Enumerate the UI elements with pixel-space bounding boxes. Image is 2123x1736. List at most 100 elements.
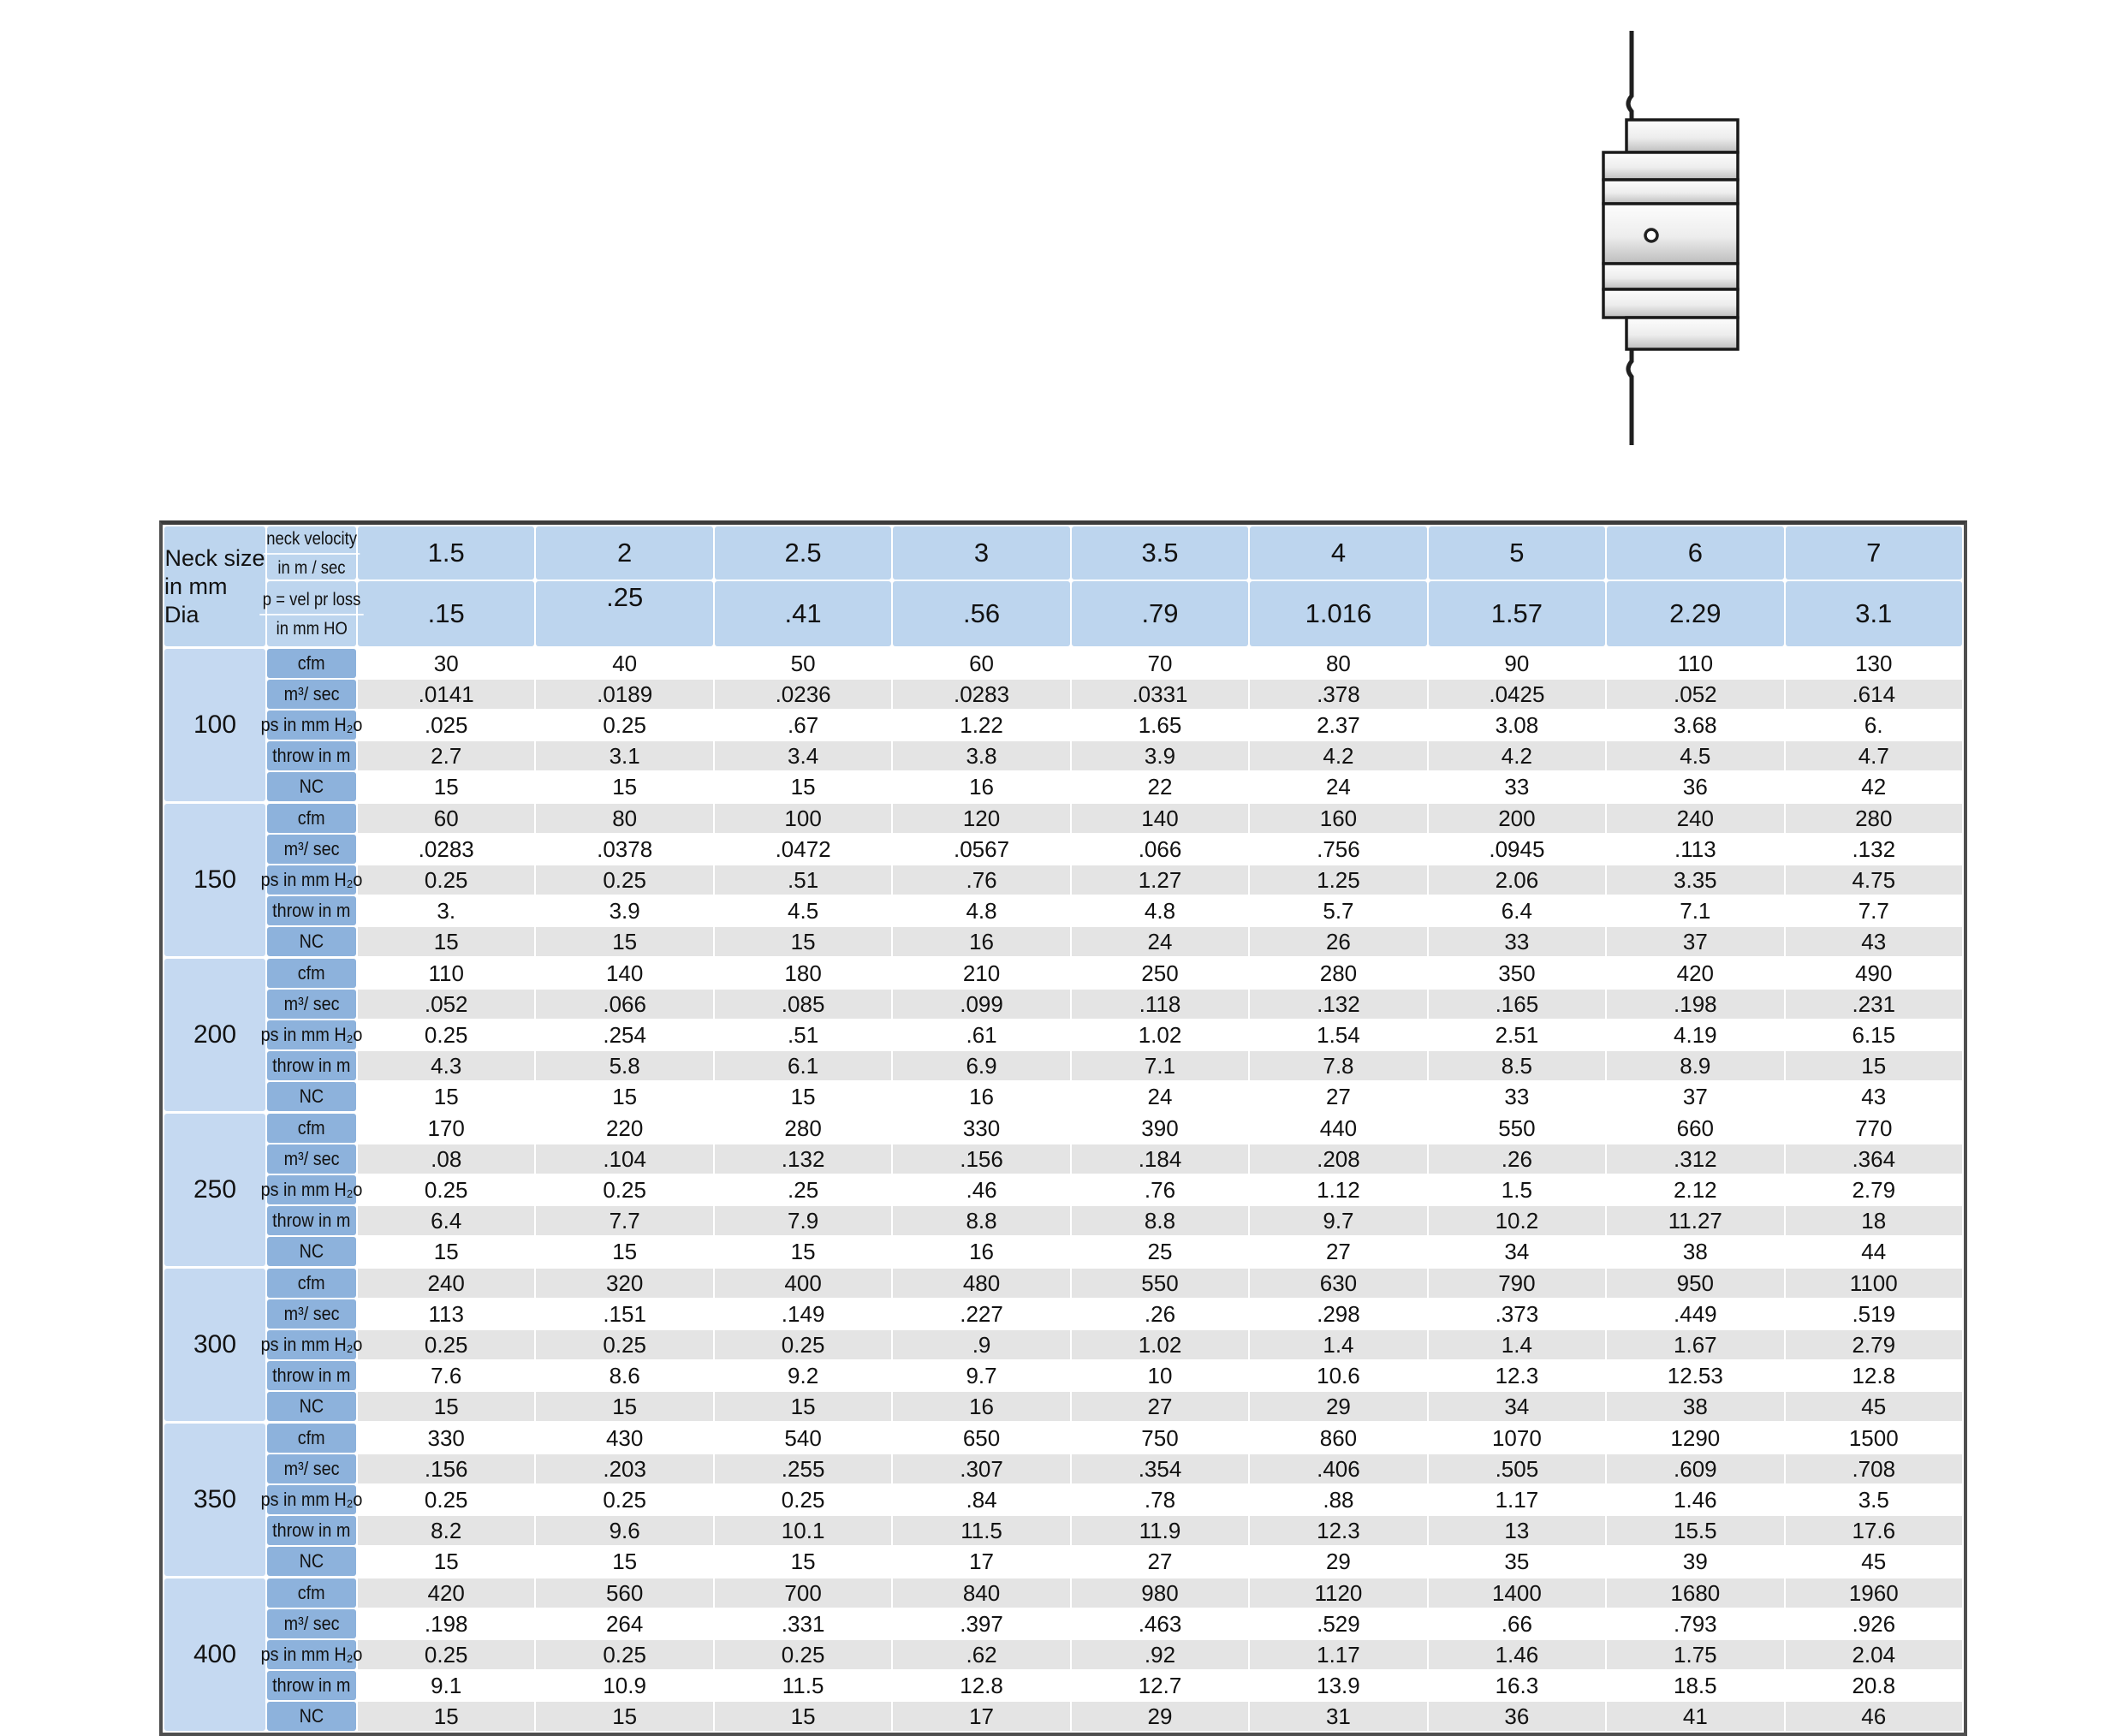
data-cell: 6.15 (1785, 1020, 1962, 1049)
data-cell: 560 (536, 1578, 713, 1608)
data-cell: 420 (358, 1578, 535, 1608)
velocity-value-cell: 2 (536, 526, 713, 580)
data-cell: 33 (1428, 1082, 1606, 1111)
row-label-text: m³/ sec (283, 1303, 340, 1324)
data-cell: 8.6 (536, 1361, 713, 1390)
data-cell: 44 (1785, 1237, 1962, 1266)
row-label-cell: NC (267, 927, 356, 956)
row-label-text: throw in m (272, 1674, 351, 1696)
data-cell: 29 (1250, 1392, 1427, 1421)
data-cell: 15 (358, 1392, 535, 1421)
data-cell: .0472 (714, 835, 892, 864)
data-cell: 1290 (1607, 1424, 1784, 1453)
data-cell: 4.5 (714, 896, 892, 925)
data-cell: .373 (1428, 1299, 1606, 1329)
data-cell: .0283 (893, 680, 1070, 709)
data-cell: 1960 (1785, 1578, 1962, 1608)
data-cell: 8.8 (1071, 1206, 1249, 1235)
row-label-text: m³/ sec (283, 1148, 340, 1169)
neck-velocity-header-cell: neck velocity in m / sec (263, 526, 360, 580)
data-cell: .198 (1607, 990, 1784, 1019)
data-cell: 15 (358, 772, 535, 801)
data-cell: .708 (1785, 1454, 1962, 1483)
data-cell: 12.8 (1785, 1361, 1962, 1390)
data-cell: 29 (1250, 1547, 1427, 1576)
data-cell: 113 (358, 1299, 535, 1329)
data-cell: 39 (1607, 1547, 1784, 1576)
data-cell: .51 (714, 1020, 892, 1049)
row-label-text: cfm (298, 1272, 325, 1293)
data-cell: 24 (1071, 927, 1249, 956)
data-cell: 0.25 (536, 1330, 713, 1359)
data-cell: 9.1 (358, 1671, 535, 1700)
data-cell: 27 (1250, 1237, 1427, 1266)
data-cell: 11.5 (714, 1671, 892, 1700)
data-cell: 240 (1607, 804, 1784, 833)
data-cell: .26 (1428, 1144, 1606, 1174)
data-cell: 15 (714, 1082, 892, 1111)
data-cell: 250 (1071, 959, 1249, 988)
data-cell: 1100 (1785, 1269, 1962, 1298)
data-cell: 0.25 (714, 1640, 892, 1669)
row-label-text: ps in mm H₂o (260, 1489, 363, 1510)
data-cell: .149 (714, 1299, 892, 1329)
data-cell: 1.25 (1250, 865, 1427, 895)
data-cell: .208 (1250, 1144, 1427, 1174)
row-label-text: cfm (298, 1582, 325, 1603)
diffuser-band (1625, 316, 1739, 351)
data-cell: 45 (1785, 1392, 1962, 1421)
diffuser-performance-table: Neck size in mm Dia neck velocity in m /… (159, 520, 1967, 1736)
row-label-text: throw in m (272, 1364, 351, 1386)
neck-size-block-200: 200 cfm 110 140 180 210 250 280 350 420 490 m³/ sec… (164, 959, 1962, 1111)
data-cell: 120 (893, 804, 1070, 833)
row-label-cell: ps in mm H₂o (261, 1175, 362, 1204)
data-cell: 4.8 (893, 896, 1070, 925)
data-cell: 280 (1250, 959, 1427, 988)
data-cell: .926 (1785, 1609, 1962, 1638)
neck-size-block-300: 300 cfm 240 320 400 480 550 630 790 950 1100 m³/ se… (164, 1269, 1962, 1421)
data-cell: 1.46 (1428, 1640, 1606, 1669)
row-label-cell: throw in m (267, 1671, 356, 1700)
data-cell: 12.8 (893, 1671, 1070, 1700)
data-cell: 12.7 (1071, 1671, 1249, 1700)
data-cell: 3.9 (536, 896, 713, 925)
data-cell: .156 (358, 1454, 535, 1483)
data-cell: .406 (1250, 1454, 1427, 1483)
data-cell: 8.2 (358, 1516, 535, 1545)
row-label-cell: throw in m (267, 1051, 356, 1080)
data-cell: 1.65 (1071, 710, 1249, 740)
data-cell: 0.25 (536, 710, 713, 740)
data-cell: 6.4 (358, 1206, 535, 1235)
data-cell: 36 (1428, 1702, 1606, 1731)
data-cell: 10.2 (1428, 1206, 1606, 1235)
data-cell: .51 (714, 865, 892, 895)
row-label-text: NC (299, 930, 324, 952)
data-cell: .529 (1250, 1609, 1427, 1638)
data-cell: 16 (893, 1082, 1070, 1111)
data-cell: 15 (358, 927, 535, 956)
data-cell: .231 (1785, 990, 1962, 1019)
data-cell: .227 (893, 1299, 1070, 1329)
data-cell: 0.25 (714, 1485, 892, 1514)
pressure-loss-header-cell: p = vel pr loss in mm HO (259, 581, 364, 646)
neck-size-cell: 100 (164, 649, 265, 801)
data-cell: 7.9 (714, 1206, 892, 1235)
velocity-value-cell: 7 (1785, 526, 1962, 580)
data-cell: 0.25 (536, 865, 713, 895)
neck-size-block-400: 400 cfm 420 560 700 840 980 1120 1400 1680 1960 m³/… (164, 1578, 1962, 1731)
pressure-loss-value-cell: 1.57 (1428, 581, 1606, 646)
data-cell: 110 (1607, 649, 1784, 678)
data-cell: 15 (714, 772, 892, 801)
data-cell: 6.4 (1428, 896, 1606, 925)
data-cell: 7.8 (1250, 1051, 1427, 1080)
data-cell: .505 (1428, 1454, 1606, 1483)
row-label-text: ps in mm H₂o (260, 1024, 363, 1045)
data-cell: .331 (714, 1609, 892, 1638)
pressure-loss-value-cell: 1.016 (1250, 581, 1427, 646)
data-cell: 29 (1071, 1702, 1249, 1731)
data-cell: 280 (714, 1114, 892, 1143)
data-cell: 2.37 (1250, 710, 1427, 740)
data-cell: 4.75 (1785, 865, 1962, 895)
data-cell: 25 (1071, 1237, 1249, 1266)
row-label-text: m³/ sec (283, 1458, 340, 1479)
